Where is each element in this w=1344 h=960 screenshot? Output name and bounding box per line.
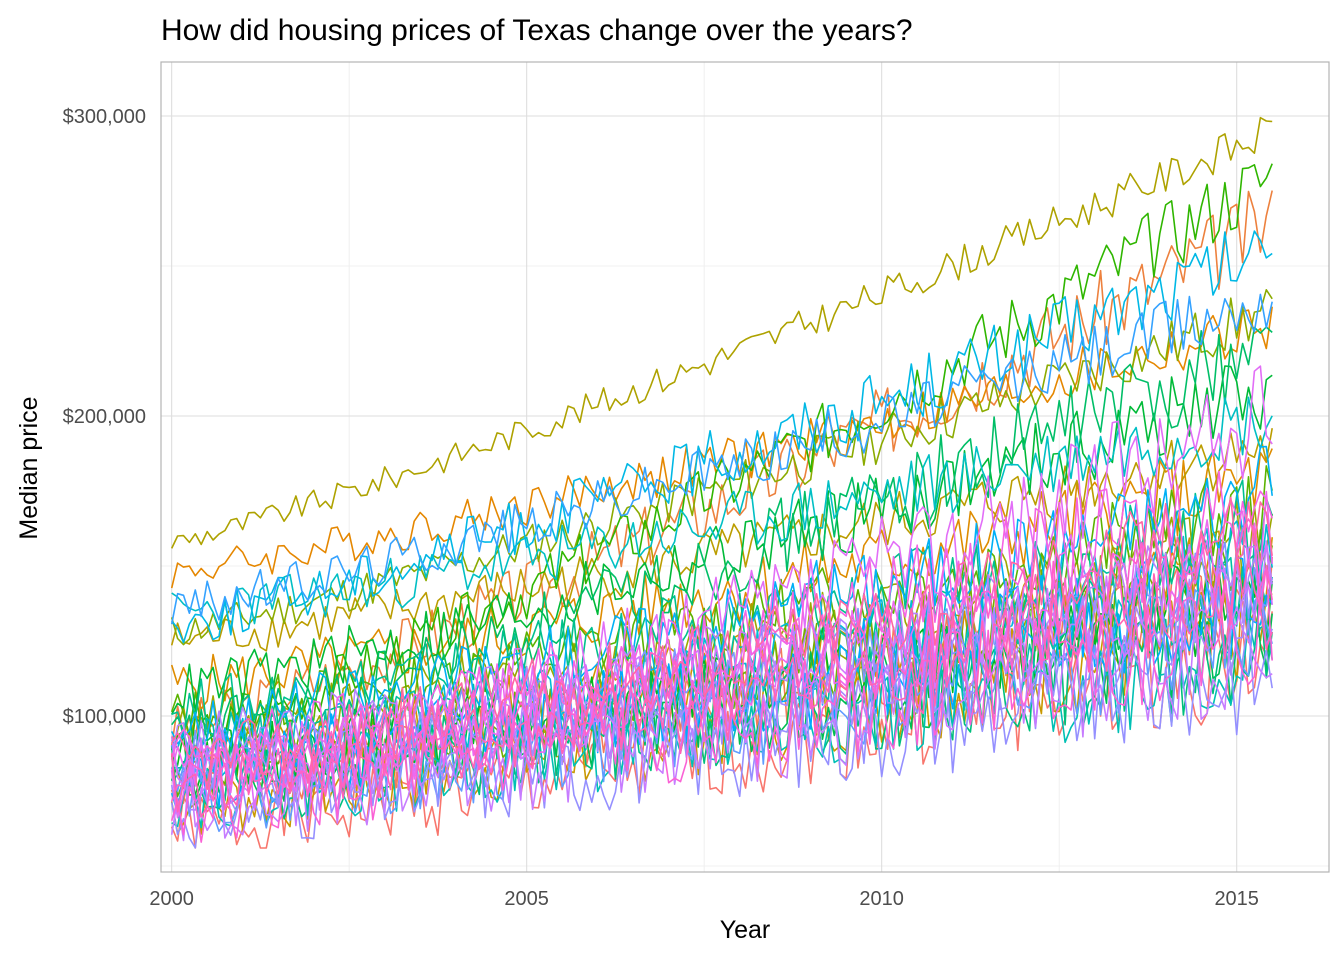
series-line — [171, 396, 1273, 632]
series-line — [170, 539, 1273, 803]
series-line — [170, 554, 1273, 818]
x-tick-label: 2005 — [504, 888, 549, 910]
series-line — [170, 566, 1273, 843]
y-tick-label: $100,000 — [63, 706, 146, 728]
series-line — [171, 479, 1273, 738]
series-line — [170, 606, 1273, 842]
x-tick-label: 2000 — [149, 888, 194, 910]
series-line — [170, 587, 1273, 833]
series-line — [171, 230, 1273, 644]
series-line — [170, 116, 1273, 549]
axis-ticks: 2000 2005 2010 2015 $100,000 $200,000 $300,000 — [63, 106, 1259, 910]
series-line — [170, 365, 1273, 715]
y-axis-title: Median price — [15, 396, 43, 539]
series-line — [170, 293, 1273, 625]
y-tick-label: $300,000 — [63, 106, 146, 128]
x-tick-label: 2015 — [1214, 888, 1259, 910]
x-tick-label: 2010 — [859, 888, 904, 910]
panel-border — [160, 61, 1330, 873]
chart-title: How did housing prices of Texas change o… — [161, 14, 913, 47]
series-line — [170, 448, 1273, 710]
series-line — [170, 288, 1273, 646]
series-line — [171, 496, 1273, 791]
series-line — [170, 428, 1273, 652]
x-axis-title: Year — [720, 916, 771, 944]
series-lines — [170, 116, 1273, 849]
y-tick-label: $200,000 — [63, 406, 146, 428]
series-line — [170, 163, 1273, 763]
